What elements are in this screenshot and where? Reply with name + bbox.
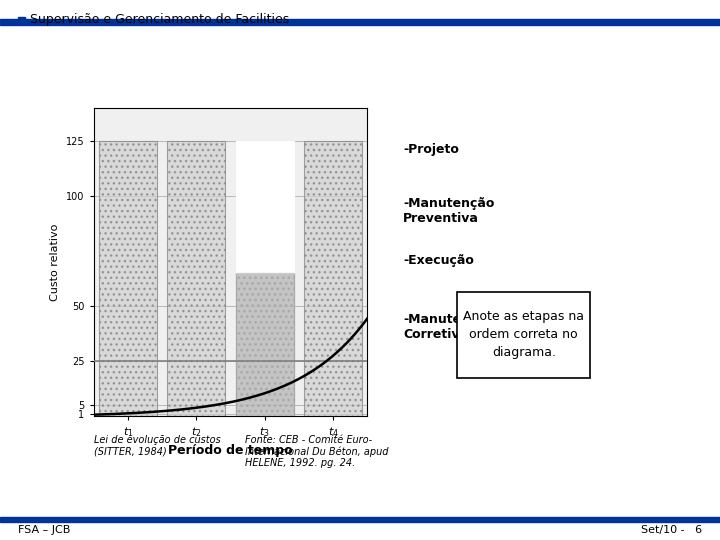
Text: Supervisão e Gerenciamento de Facilities: Supervisão e Gerenciamento de Facilities [30, 12, 289, 25]
Bar [235, 273, 294, 416]
Bar [235, 141, 294, 273]
Bar [18, 17, 25, 24]
Bar [99, 141, 157, 416]
Bar [0, 19, 720, 25]
Bar [0, 517, 720, 522]
Text: Set/10 -   6: Set/10 - 6 [641, 525, 702, 535]
Bar [457, 292, 590, 378]
Bar [235, 141, 294, 416]
Text: -Manutenção
Corretiva: -Manutenção Corretiva [403, 313, 495, 341]
Text: FSA – JCB: FSA – JCB [18, 525, 71, 535]
Text: -Manutenção
Preventiva: -Manutenção Preventiva [403, 197, 495, 225]
Text: Fonte: CEB - Comité Euro-
Internacional Du Béton, apud
HELENE, 1992. pg. 24.: Fonte: CEB - Comité Euro- Internacional … [245, 435, 388, 469]
Bar [167, 141, 225, 416]
Text: -Projeto: -Projeto [403, 143, 459, 156]
Y-axis label: Custo relativo: Custo relativo [50, 223, 60, 301]
Text: -Execução: -Execução [403, 254, 474, 267]
Bar [304, 141, 362, 416]
Text: Anote as etapas na
ordem correta no
diagrama.: Anote as etapas na ordem correta no diag… [463, 310, 585, 359]
Text: Lei de evolução de custos
(SITTER, 1984): Lei de evolução de custos (SITTER, 1984) [94, 435, 220, 456]
X-axis label: Período de tempo: Período de tempo [168, 444, 293, 457]
